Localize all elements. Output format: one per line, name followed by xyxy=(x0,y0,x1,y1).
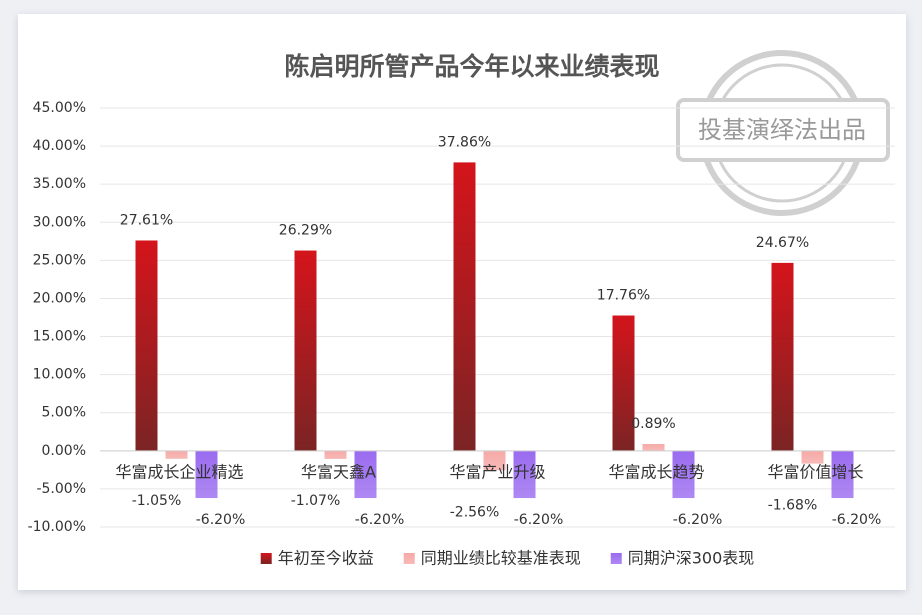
value-label: -6.20% xyxy=(832,512,882,528)
value-label: -6.20% xyxy=(514,512,564,528)
y-tick-label: 45.00% xyxy=(33,100,86,116)
y-tick-label: 30.00% xyxy=(33,214,86,230)
bar xyxy=(135,240,158,451)
bar xyxy=(324,450,347,459)
value-label: -1.68% xyxy=(768,498,818,514)
value-label: -1.07% xyxy=(291,493,341,509)
y-tick-label: -5.00% xyxy=(36,481,86,497)
legend-swatch xyxy=(610,553,622,564)
value-label: 24.67% xyxy=(756,235,809,251)
bar xyxy=(771,262,794,451)
bar xyxy=(354,450,377,499)
value-label: -2.56% xyxy=(450,504,500,520)
bar xyxy=(453,162,476,451)
legend-label: 同期沪深300表现 xyxy=(628,549,755,568)
y-tick-label: 15.00% xyxy=(33,329,86,345)
y-tick-label: -10.00% xyxy=(28,519,86,535)
bar xyxy=(612,315,635,451)
legend-swatch xyxy=(403,553,415,564)
x-tick-label: 华富天鑫A xyxy=(301,463,376,482)
legend-label: 同期业绩比较基准表现 xyxy=(421,549,581,568)
legend-label: 年初至今收益 xyxy=(278,549,374,568)
y-tick-label: 35.00% xyxy=(33,176,86,192)
value-label: 27.61% xyxy=(120,212,173,228)
x-tick-label: 华富价值增长 xyxy=(767,463,863,482)
bar xyxy=(801,450,824,464)
x-tick-label: 华富成长趋势 xyxy=(608,463,704,482)
y-tick-label: 20.00% xyxy=(33,290,86,306)
bar xyxy=(294,250,317,451)
chart-title: 陈启明所管产品今年以来业绩表现 xyxy=(284,52,659,81)
bar xyxy=(483,450,506,471)
legend: 年初至今收益 同期业绩比较基准表现 同期沪深300表现 xyxy=(260,549,755,568)
y-tick-label: 5.00% xyxy=(42,405,86,421)
y-tick-label: 25.00% xyxy=(33,252,86,268)
value-label: -6.20% xyxy=(196,512,246,528)
bar xyxy=(165,450,188,459)
bar xyxy=(672,450,695,499)
y-tick-label: 0.00% xyxy=(42,443,86,459)
bar xyxy=(513,450,536,499)
value-label: -1.05% xyxy=(132,493,182,509)
bar xyxy=(642,444,665,451)
bar xyxy=(831,450,854,499)
y-tick-label: 10.00% xyxy=(33,367,86,383)
y-tick-label: 40.00% xyxy=(33,138,86,154)
x-tick-label: 华富成长企业精选 xyxy=(115,463,243,482)
value-label: 17.76% xyxy=(597,288,650,304)
legend-swatch xyxy=(260,553,272,564)
value-label: 37.86% xyxy=(438,134,491,150)
value-label: 0.89% xyxy=(631,416,675,432)
x-tick-label: 华富产业升级 xyxy=(449,463,545,482)
value-label: -6.20% xyxy=(673,512,723,528)
bar xyxy=(195,450,218,499)
watermark-stamp xyxy=(676,50,890,216)
value-label: 26.29% xyxy=(279,223,332,239)
value-label: -6.20% xyxy=(355,512,405,528)
watermark: 投基演绎法出品 xyxy=(698,116,866,144)
